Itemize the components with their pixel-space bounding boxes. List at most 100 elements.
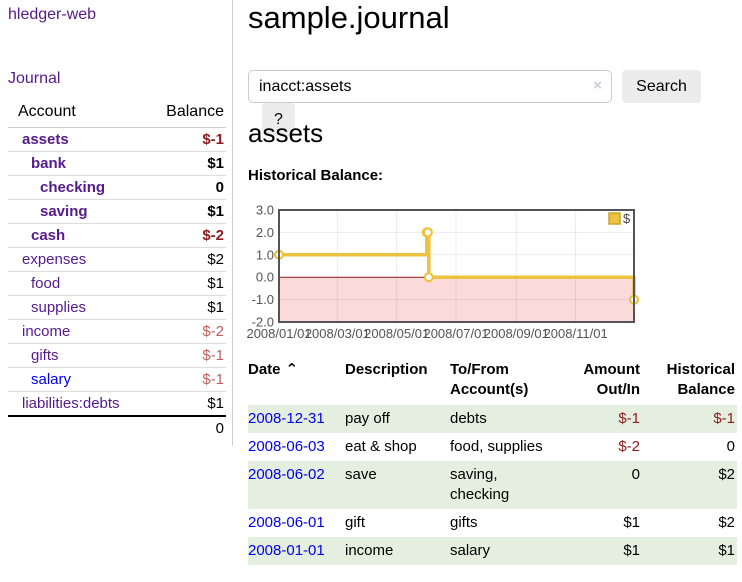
account-balance: $2 [149,247,226,272]
register-col-date[interactable]: Date ⌃ [248,361,299,378]
account-row: bank $1 [8,151,226,176]
y-tick-label: 2.0 [256,225,274,240]
transaction-date-link[interactable]: 2008-06-01 [248,514,325,531]
accounts-header-row: Account Balance [8,100,226,128]
account-row: saving $1 [8,199,226,224]
account-link[interactable]: income [22,323,71,340]
account-balance: $-2 [149,223,226,248]
register-date-cell: 2008-06-01 [248,509,345,537]
transaction-date-link[interactable]: 2008-12-31 [248,410,325,427]
x-tick-label: 2008/09/01 [484,326,549,341]
register-row: 2008-06-02 save saving, checking 0 $2 [248,461,737,509]
register-accounts-cell: salary [450,542,491,559]
transaction-date-link[interactable]: 2008-06-03 [248,438,325,455]
account-heading: assets [248,118,324,148]
register-amount-cell: $-2 [618,438,640,455]
register-date-cell: 2008-12-31 [248,405,345,433]
register-body: 2008-12-31 pay off debts $-1 $-1 2008-06-03 ea… [248,405,737,565]
account-row: expenses $2 [8,247,226,272]
transaction-date-link[interactable]: 2008-06-02 [248,466,325,483]
register-date-cell: 2008-01-01 [248,537,345,565]
register-table: Date ⌃ Description To/From Account(s) Amou… [248,358,737,565]
account-row: checking 0 [8,175,226,200]
account-link[interactable]: salary [31,371,72,388]
y-tick-label: 1.0 [256,247,274,262]
transaction-date-link[interactable]: 2008-01-01 [248,542,325,559]
accounts-col-account: Account [8,100,150,128]
register-amount-cell: $1 [623,514,640,531]
sidebar-item-journal[interactable]: Journal [8,70,61,87]
account-balance: $-1 [202,131,224,148]
account-row: assets $-1 [8,128,226,152]
register-col-amount: Amount Out/In [583,361,640,398]
account-row: salary $-1 [8,367,226,392]
account-balance: $1 [149,151,226,176]
search-input-wrap: × [248,70,612,103]
register-accounts-cell: debts [450,410,487,427]
account-balance: 0 [149,175,226,200]
account-link[interactable]: supplies [31,299,87,316]
register-description-cell: save [345,466,377,483]
account-link[interactable]: bank [31,155,67,172]
accounts-total-value: 0 [149,415,226,440]
y-tick-label: -2.0 [252,315,274,330]
register-date-cell: 2008-06-03 [248,433,345,461]
plot-border [278,209,635,323]
search-input[interactable] [248,70,612,103]
register-balance-cell: 0 [726,438,735,455]
y-tick-label: 3.0 [256,203,274,218]
register-balance-cell: $2 [718,466,735,483]
register-balance-cell: $-1 [713,410,735,427]
account-link[interactable]: liabilities:debts [22,395,120,412]
legend-swatch [608,212,621,225]
account-row: supplies $1 [8,295,226,320]
accounts-body: assets $-1 bank $1 checking 0 saving $1 cash $-2 e… [8,128,226,416]
balance-chart: $3.0 2.0 1.0 0.0 -1.0 -2.0 2008/01/01 2008/03/0… [246,203,737,345]
account-link[interactable]: expenses [22,251,87,268]
account-balance: $1 [149,271,226,296]
accounts-table: Account Balance assets $-1 bank $1 checking 0… [8,100,226,440]
register-header-row: Date ⌃ Description To/From Account(s) Amou… [248,358,737,405]
register-balance-cell: $1 [718,542,735,559]
account-row: food $1 [8,271,226,296]
x-tick-label: 2008/07/01 [423,326,488,341]
sidebar-nav: Journal [8,70,60,88]
account-link[interactable]: assets [22,131,69,148]
x-tick-label: 2008/01/01 [246,326,311,341]
account-link[interactable]: checking [40,179,106,196]
account-balance: $-1 [149,343,226,368]
clear-search-icon[interactable]: × [593,77,602,94]
account-link[interactable]: gifts [31,347,59,364]
register-description-cell: income [345,542,394,559]
register-row: 2008-06-03 eat & shop food, supplies $-2 0 [248,433,737,461]
register-date-cell: 2008-06-02 [248,461,345,509]
register-amount-cell: $1 [623,542,640,559]
accounts-col-balance: Balance [149,100,226,128]
x-tick-label: 2008/11/01 [544,326,608,341]
account-row: income $-2 [8,319,226,344]
page-title: sample.journal [248,0,450,35]
register-row: 2008-12-31 pay off debts $-1 $-1 [248,405,737,433]
account-link[interactable]: saving [40,203,88,220]
search-button[interactable]: Search [622,70,701,103]
help-button[interactable]: ? [262,103,295,136]
x-tick-label: 2008/03/01 [305,326,370,341]
register-amount-cell: $-1 [618,410,640,427]
account-balance: $1 [149,295,226,320]
balance-chart-svg: $3.0 2.0 1.0 0.0 -1.0 -2.02008/01/012008/03/0… [246,203,640,341]
account-link[interactable]: food [31,275,61,292]
app-title: hledger-web [8,6,96,24]
register-accounts-cell: gifts [450,514,478,531]
register-col-accounts: To/From Account(s) [450,361,529,398]
data-point-marker [422,227,433,238]
account-balance: $-2 [149,319,226,344]
register-description-cell: gift [345,514,366,531]
search-form: × Search ? [248,70,737,136]
account-link[interactable]: cash [31,227,66,244]
y-tick-label: -1.0 [252,292,274,307]
register-col-description: Description [345,361,428,378]
y-tick-label: 0.0 [256,270,274,285]
app-title-link[interactable]: hledger-web [8,6,97,23]
sort-ascending-icon: ⌃ [285,361,299,378]
register-col-balance: Historical Balance [666,361,735,398]
